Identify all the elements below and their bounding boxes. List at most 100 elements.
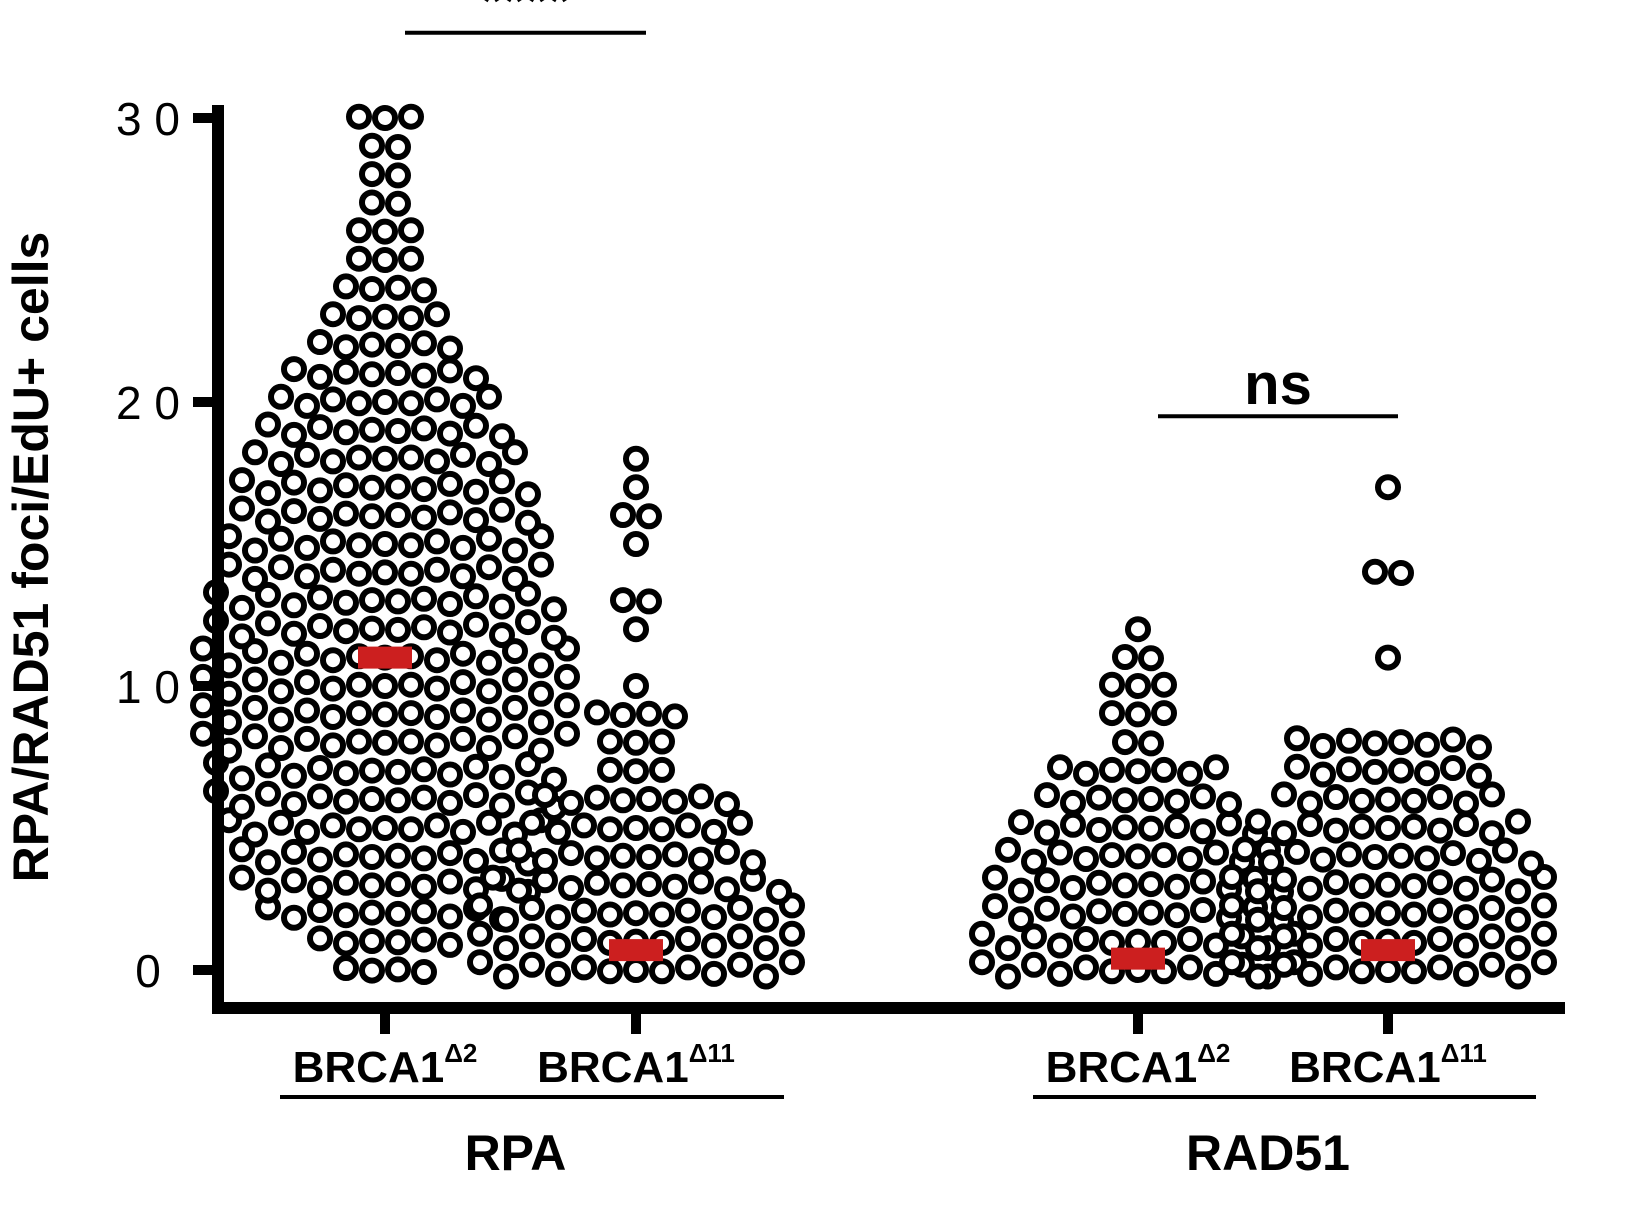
data-point [493, 963, 519, 990]
data-point [333, 334, 359, 361]
data-point [229, 623, 255, 650]
data-point [701, 960, 727, 987]
data-point [385, 616, 411, 643]
data-point [242, 565, 268, 592]
data-point [1047, 932, 1073, 959]
data-point [424, 812, 450, 839]
data-point [1021, 923, 1047, 950]
data-point [1453, 932, 1479, 959]
data-point [333, 273, 359, 300]
data-point [385, 473, 411, 500]
data-point [1401, 813, 1427, 840]
data-point [1008, 877, 1034, 904]
data-point [1297, 960, 1323, 987]
data-point [1112, 814, 1138, 841]
data-point [359, 786, 385, 812]
data-point [476, 735, 502, 761]
data-point [1479, 781, 1505, 808]
data-point [1034, 782, 1060, 809]
data-point [1073, 954, 1099, 981]
data-point [463, 847, 489, 874]
data-point [1125, 673, 1151, 699]
data-point [359, 474, 385, 501]
data-point [662, 788, 688, 815]
data-point [502, 723, 528, 750]
data-point [463, 753, 489, 780]
data-point [528, 551, 554, 578]
data-point [1151, 700, 1177, 727]
data-point [372, 105, 398, 131]
data-point [1466, 762, 1492, 789]
data-point [476, 649, 502, 676]
data-point [372, 729, 398, 756]
group-labels: RPA RAD51 [280, 1095, 1536, 1181]
data-point [268, 451, 294, 477]
data-point [346, 444, 372, 471]
data-point [242, 821, 268, 848]
data-point [467, 949, 493, 976]
data-point [1138, 645, 1164, 672]
data-point [411, 585, 437, 612]
data-point [493, 935, 519, 962]
data-point [268, 649, 294, 676]
data-point [307, 897, 333, 923]
data-point [463, 583, 489, 610]
data-point [1245, 935, 1271, 962]
data-point [1427, 926, 1453, 952]
data-point [411, 784, 437, 811]
data-point [1086, 898, 1112, 925]
data-point [359, 757, 385, 784]
data-point [346, 700, 372, 727]
data-point [1401, 787, 1427, 814]
data-point [545, 904, 571, 931]
data-point [1505, 878, 1531, 905]
data-point [1138, 730, 1164, 757]
data-point [333, 419, 359, 446]
data-point [714, 791, 740, 818]
data-point [281, 592, 307, 619]
data-point [995, 963, 1021, 990]
category-name: BRCA1 [1046, 1043, 1198, 1092]
data-point [1112, 787, 1138, 814]
data-point [675, 926, 701, 952]
data-point [610, 842, 636, 869]
data-point [294, 640, 320, 667]
data-point [623, 616, 649, 643]
data-point [1099, 756, 1125, 783]
data-point [268, 525, 294, 552]
data-point [515, 509, 541, 536]
data-point [359, 872, 385, 899]
data-point [541, 624, 567, 651]
data-point [1190, 783, 1216, 810]
data-point [1531, 920, 1557, 947]
data-point [1284, 725, 1310, 752]
data-point [558, 789, 584, 816]
data-point [242, 537, 268, 564]
data-point [424, 448, 450, 475]
data-point [242, 439, 268, 466]
data-point [1245, 808, 1271, 835]
data-point [372, 389, 398, 415]
data-point [528, 680, 554, 707]
data-point [359, 276, 385, 302]
data-point [1271, 820, 1297, 847]
data-point [476, 809, 502, 836]
data-point [437, 903, 463, 930]
data-point [450, 669, 476, 696]
category-superscript: Δ11 [1441, 1038, 1487, 1068]
data-point [489, 764, 515, 791]
data-points [190, 103, 1557, 990]
data-point [1466, 847, 1492, 874]
data-point [229, 467, 255, 494]
data-point [1362, 558, 1388, 585]
data-point [1125, 616, 1151, 643]
data-point [1518, 850, 1544, 877]
data-point [584, 869, 610, 896]
data-point [398, 532, 424, 559]
data-point [255, 480, 281, 507]
data-point [307, 925, 333, 952]
data-point [1138, 899, 1164, 926]
data-point [411, 614, 437, 641]
data-point [372, 815, 398, 841]
data-point [333, 760, 359, 787]
